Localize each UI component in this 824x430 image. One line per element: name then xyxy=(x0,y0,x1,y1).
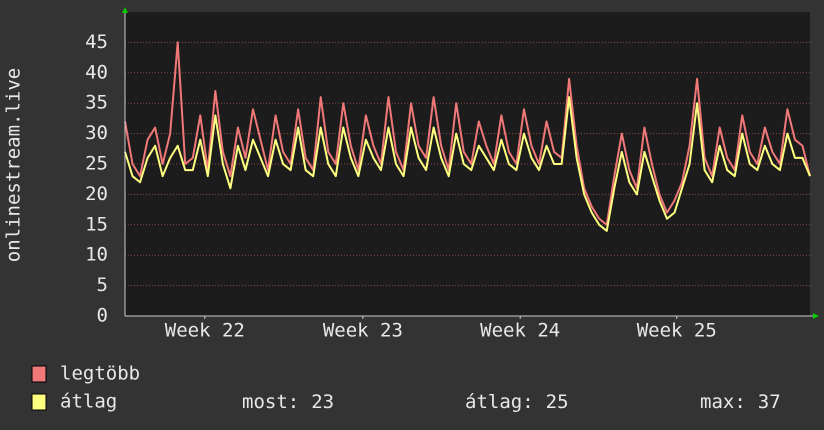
legend-swatch xyxy=(31,393,47,411)
y-tick-label: 25 xyxy=(85,153,108,175)
legend-label: átlag xyxy=(60,391,117,413)
y-tick-label: 20 xyxy=(85,183,108,205)
legend-swatch xyxy=(31,365,47,383)
y-tick-label: 45 xyxy=(85,31,108,53)
y-tick-label: 30 xyxy=(85,122,108,144)
axis-arrow xyxy=(122,7,128,13)
stat-label: max: xyxy=(700,391,746,413)
y-tick-label: 40 xyxy=(85,61,108,83)
y-axis-label: onlinestream.live xyxy=(3,68,25,262)
legend-label: legtöbb xyxy=(60,363,140,385)
stat-value: 23 xyxy=(311,391,334,413)
x-tick-label: Week 23 xyxy=(323,320,403,342)
stat-value: 37 xyxy=(758,391,781,413)
y-tick-label: 5 xyxy=(97,274,108,296)
plot xyxy=(124,41,811,317)
x-tick-label: Week 24 xyxy=(480,320,560,342)
y-tick-label: 35 xyxy=(85,92,108,114)
y-tick-label: 15 xyxy=(85,213,108,235)
y-tick-label: 10 xyxy=(85,244,108,266)
stat: átlag: 25 xyxy=(465,391,569,413)
x-tick-label: Week 22 xyxy=(165,320,245,342)
stat: most: 23 xyxy=(242,391,334,413)
axis-arrow xyxy=(813,313,819,319)
series-line xyxy=(124,41,811,226)
x-tick-label: Week 25 xyxy=(637,320,717,342)
stat-label: most: xyxy=(242,391,299,413)
y-tick-label: 0 xyxy=(97,305,108,327)
series-line xyxy=(124,96,811,232)
stat-label: átlag: xyxy=(465,391,534,413)
stat-value: 25 xyxy=(546,391,569,413)
stat: max: 37 xyxy=(700,391,781,413)
